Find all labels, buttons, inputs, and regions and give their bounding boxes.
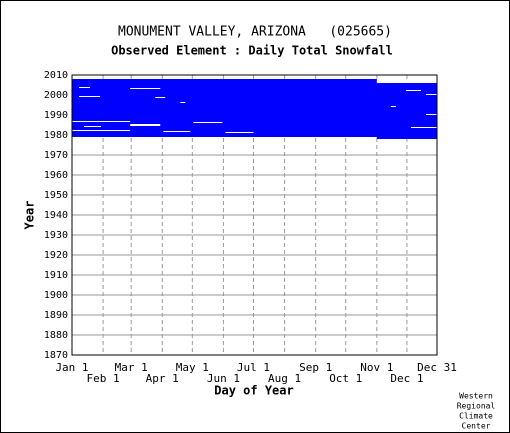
x-tick-label: Feb 1: [87, 372, 120, 385]
data-gap: [72, 130, 131, 131]
data-gap: [79, 87, 91, 88]
data-gap: [425, 94, 437, 95]
footer-text: Regional: [457, 402, 496, 411]
y-tick-label: 1970: [44, 150, 68, 161]
data-gap: [84, 126, 102, 127]
data-gap: [225, 132, 254, 133]
data-gap: [410, 127, 437, 128]
data-gap: [390, 106, 396, 107]
chart-title: MONUMENT VALLEY, ARIZONA (025665): [118, 25, 392, 40]
data-gap: [163, 131, 191, 132]
x-tick-label: May 1: [176, 361, 209, 374]
y-tick-label: 1950: [44, 190, 68, 201]
x-tick-label: Aug 1: [268, 372, 301, 385]
x-tick-label: Dec 31: [417, 361, 457, 374]
data-gap: [405, 90, 421, 91]
data-gap: [376, 79, 437, 83]
y-tick-label: 1930: [44, 230, 68, 241]
data-gap: [130, 88, 161, 89]
data-block: [72, 79, 437, 137]
data-gap: [130, 124, 161, 126]
data-gap: [79, 96, 101, 97]
data-gap: [180, 102, 186, 103]
data-gap: [425, 114, 437, 115]
y-tick-label: 1920: [44, 250, 68, 261]
chart-subtitle: Observed Element : Daily Total Snowfall: [111, 44, 393, 58]
data-gap: [155, 97, 166, 98]
y-axis-label: Year: [23, 201, 37, 230]
y-tick-label: 1910: [44, 270, 68, 281]
plot-frame: [71, 74, 438, 356]
footer-text: Climate: [459, 412, 493, 421]
y-tick-label: 1980: [44, 130, 68, 141]
x-tick-label: Jun 1: [207, 372, 240, 385]
footer-text: Western: [459, 392, 493, 401]
y-tick-label: 1940: [44, 210, 68, 221]
x-tick-label: Oct 1: [329, 372, 362, 385]
x-tick-label: Nov 1: [360, 361, 393, 374]
y-tick-label: 1990: [44, 110, 68, 121]
x-tick-label: Sep 1: [299, 361, 332, 374]
data-gap: [72, 121, 131, 122]
footer-text: Center: [462, 422, 491, 431]
x-tick-label: Mar 1: [115, 361, 148, 374]
y-tick-label: 2000: [44, 90, 68, 101]
data-gap: [193, 122, 223, 123]
y-tick-label: 1900: [44, 290, 68, 301]
x-tick-label: Apr 1: [146, 372, 179, 385]
y-tick-label: 2010: [44, 70, 68, 81]
x-tick-label: Dec 1: [390, 372, 423, 385]
data-block: [376, 137, 437, 139]
x-axis-label: Day of Year: [214, 384, 293, 398]
x-tick-label: Jul 1: [237, 361, 270, 374]
y-tick-label: 1870: [44, 350, 68, 361]
x-tick-label: Jan 1: [55, 361, 88, 374]
y-tick-label: 1880: [44, 330, 68, 341]
y-tick-label: 1960: [44, 170, 68, 181]
y-tick-label: 1890: [44, 310, 68, 321]
